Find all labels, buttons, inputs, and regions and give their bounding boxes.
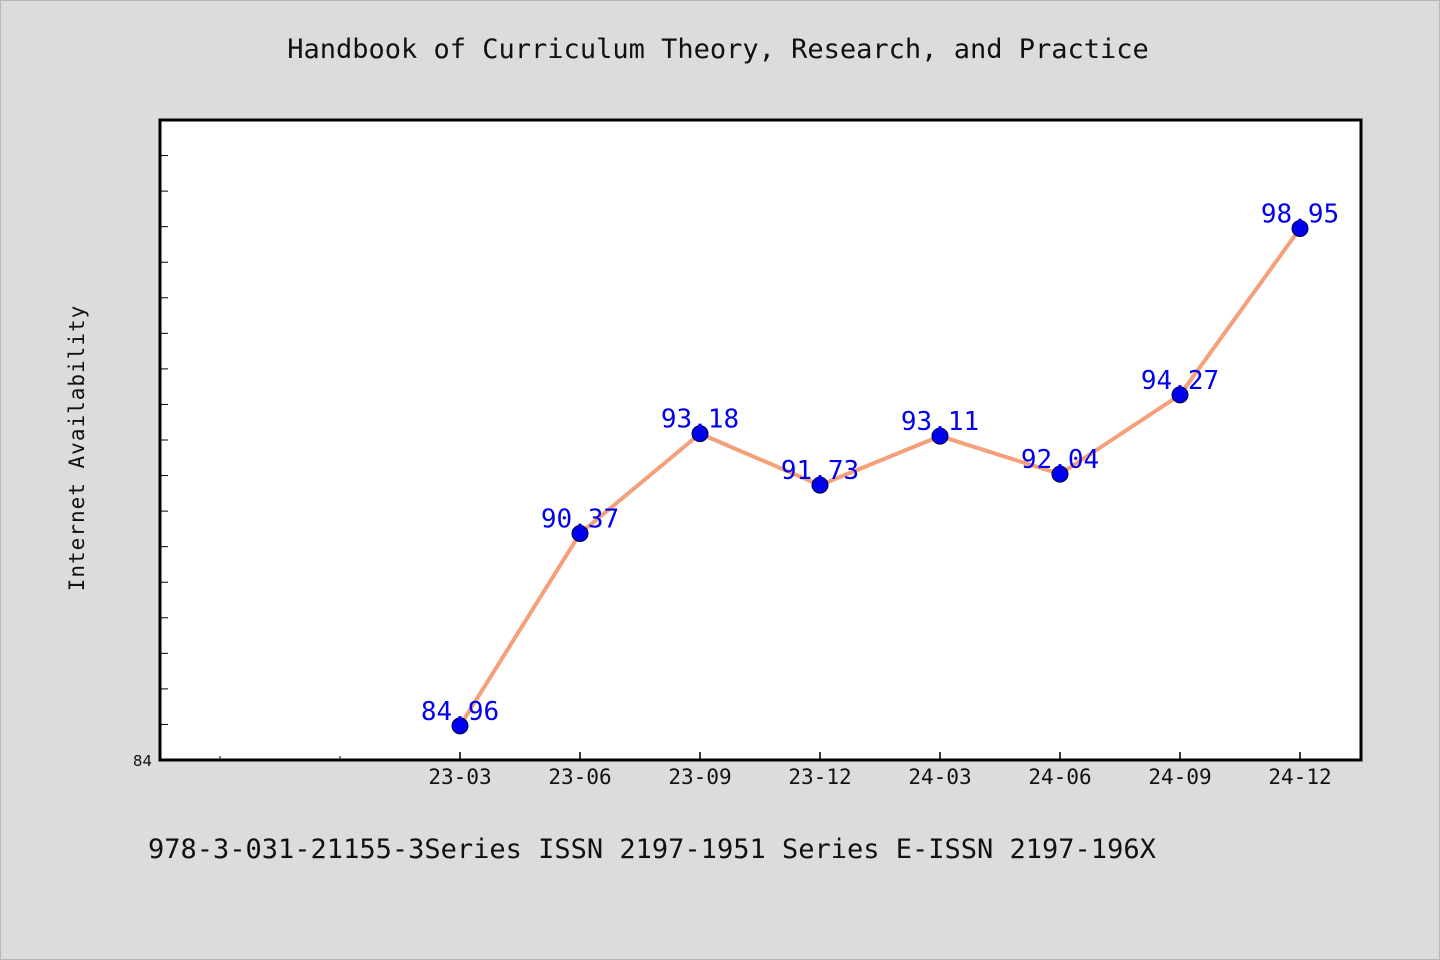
chart-title: Handbook of Curriculum Theory, Research,… <box>287 34 1149 65</box>
data-label: 94.27 <box>1141 366 1219 396</box>
x-tick-label: 24-03 <box>908 765 971 789</box>
data-point <box>931 427 949 445</box>
y-axis-ticks: 84 <box>133 155 168 770</box>
data-point <box>1291 219 1309 237</box>
data-label: 84.96 <box>421 697 499 727</box>
data-point <box>451 717 469 735</box>
x-tick-label: 23-09 <box>668 765 731 789</box>
data-label: 92.04 <box>1021 445 1099 475</box>
series-layer <box>451 219 1309 735</box>
x-tick-label: 23-03 <box>428 765 491 789</box>
data-label: 98.95 <box>1261 199 1339 229</box>
data-label: 91.73 <box>781 456 859 486</box>
x-tick-label: 24-06 <box>1028 765 1091 789</box>
footer-text: 978-3-031-21155-3Series ISSN 2197-1951 S… <box>148 834 1156 865</box>
plot-area <box>158 118 1363 762</box>
x-tick-label: 24-09 <box>1148 765 1211 789</box>
data-label: 93.18 <box>661 405 739 435</box>
data-point <box>1051 465 1069 483</box>
data-point <box>811 476 829 494</box>
data-label: 93.11 <box>901 407 979 437</box>
x-tick-label: 23-12 <box>788 765 851 789</box>
series-line <box>458 226 1302 728</box>
x-tick-label: 23-06 <box>548 765 611 789</box>
y-tick-label: 84 <box>133 752 152 770</box>
x-axis-ticks: 23-03 23-06 23-09 23-12 24-03 24-06 24-09 24-12 <box>219 752 1332 789</box>
data-label: 90.37 <box>541 505 619 535</box>
data-labels: 84.96 90.37 93.18 91.73 93.11 92.04 94.27 98.95 <box>421 199 1339 726</box>
data-point <box>571 525 589 543</box>
data-point <box>1171 386 1189 404</box>
x-tick-label: 24-12 <box>1268 765 1331 789</box>
data-point <box>691 425 709 443</box>
